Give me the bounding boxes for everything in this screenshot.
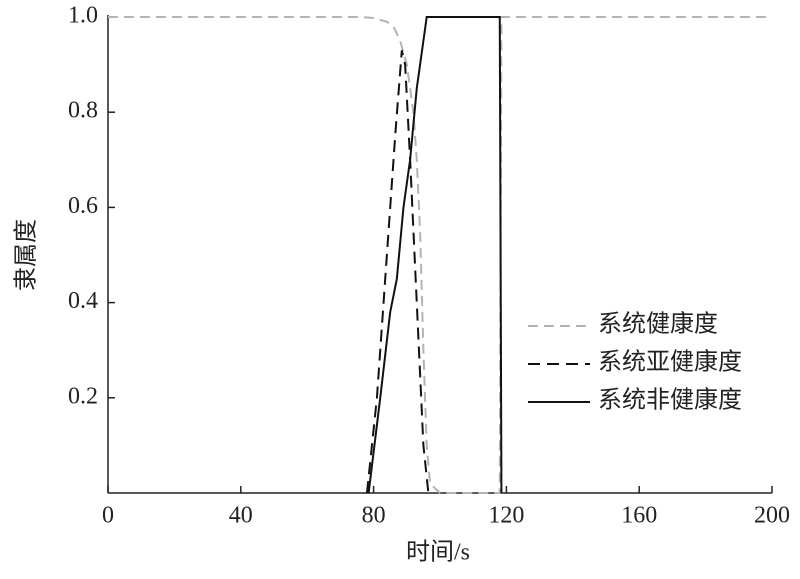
x-tick-label: 200 (754, 503, 790, 529)
legend-label: 系统亚健康度 (598, 349, 742, 376)
y-tick-label: 0.4 (68, 288, 98, 314)
x-tick-label: 0 (102, 503, 114, 529)
x-tick-label: 160 (621, 503, 657, 529)
line-series (367, 16, 503, 494)
line-series (108, 16, 772, 494)
x-tick-label: 40 (229, 503, 253, 529)
legend-label: 系统非健康度 (598, 387, 742, 414)
y-axis-label: 隶属度 (13, 219, 40, 291)
x-tick-label: 80 (362, 503, 386, 529)
y-tick-label: 1.0 (68, 3, 98, 29)
y-tick-label: 0.8 (68, 98, 98, 124)
line-series (365, 50, 430, 494)
legend-label: 系统健康度 (598, 311, 718, 338)
y-tick-label: 0.6 (68, 193, 98, 219)
x-axis-label: 时间/s (406, 539, 470, 566)
x-tick-label: 120 (488, 503, 524, 529)
y-tick-label: 0.2 (68, 383, 98, 409)
